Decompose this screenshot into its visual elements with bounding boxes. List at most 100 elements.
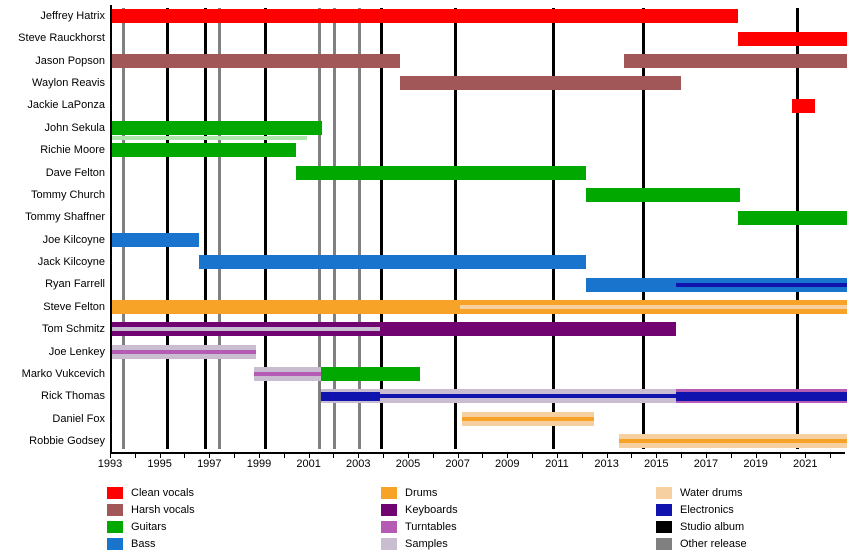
legend-item-studio-album: Studio album — [656, 518, 747, 535]
samples-swatch-icon — [381, 537, 397, 550]
other-release-line — [217, 8, 221, 449]
bar-electronics — [675, 391, 847, 401]
studio-album-line — [453, 8, 457, 449]
member-label: Joe Lenkey — [48, 345, 105, 358]
bar-harsh-vocals — [400, 76, 681, 91]
other-release-line — [358, 8, 362, 449]
legend-column: Clean vocals Harsh vocals Guitars Bass — [107, 484, 195, 552]
axis-year-label: 1993 — [97, 458, 123, 470]
axis-tick — [705, 454, 707, 458]
legend-item-guitars: Guitars — [107, 518, 195, 535]
legend-item-other-release: Other release — [656, 535, 747, 552]
axis-year-label: 1995 — [147, 458, 172, 470]
bar-guitars — [586, 188, 741, 203]
legend-item-water-drums: Water drums — [656, 484, 747, 501]
legend-item-turntables: Turntables — [381, 518, 458, 535]
axis-tick — [830, 454, 832, 458]
member-label: Ryan Farrell — [45, 278, 105, 291]
axis-tick — [730, 454, 732, 458]
plot-area — [110, 5, 847, 452]
legend-label: Water drums — [680, 486, 743, 499]
clean-vocals-swatch-icon — [107, 486, 123, 499]
bar-bass — [112, 232, 199, 247]
axis-tick — [780, 454, 782, 458]
axis-year-label: 2003 — [346, 458, 371, 470]
studio-album-line — [796, 8, 800, 449]
legend-label: Guitars — [131, 520, 167, 533]
member-label: Dave Felton — [45, 166, 105, 179]
axis-tick — [631, 454, 633, 458]
bar-turntables — [112, 349, 257, 354]
axis-tick — [258, 454, 260, 458]
axis-tick — [581, 454, 583, 458]
member-label: Rick Thomas — [41, 390, 105, 403]
axis-year-label: 2001 — [296, 458, 321, 470]
legend-item-clean-vocals: Clean vocals — [107, 484, 195, 501]
studio-album-line — [263, 8, 267, 449]
member-label: Marko Vukcevich — [21, 367, 105, 380]
axis-tick — [134, 454, 136, 458]
studio-album-swatch-icon — [656, 520, 672, 533]
member-label: Joe Kilcoyne — [42, 233, 105, 246]
bar-guitars — [112, 143, 296, 158]
axis-tick — [805, 454, 807, 458]
legend-label: Bass — [131, 537, 156, 550]
legend-label: Keyboards — [405, 503, 458, 516]
bar-electronics — [380, 394, 676, 399]
member-label: Jackie LaPonza — [27, 99, 105, 112]
axis-tick — [358, 454, 360, 458]
axis-tick — [209, 454, 211, 458]
bar-guitars — [295, 165, 587, 180]
axis-tick — [234, 454, 236, 458]
bar-harsh-vocals — [112, 53, 401, 68]
other-release-swatch-icon — [656, 537, 672, 550]
member-label: Tommy Shaffner — [25, 211, 105, 224]
axis-tick — [333, 454, 335, 458]
member-label: Daniel Fox — [52, 412, 105, 425]
studio-album-line — [380, 8, 384, 449]
member-label: Jeffrey Hatrix — [40, 10, 105, 22]
other-release-line — [333, 8, 337, 449]
harsh-vocals-swatch-icon — [107, 503, 123, 516]
bar-clean-vocals — [792, 98, 815, 113]
axis-tick — [507, 454, 509, 458]
bar-drums — [462, 416, 594, 421]
bar-guitars — [320, 367, 420, 382]
axis-year-label: 2015 — [644, 458, 669, 470]
bar-guitars — [737, 210, 847, 225]
axis-year-label: 2011 — [545, 458, 569, 470]
member-label: Waylon Reavis — [32, 77, 105, 90]
bar-samples — [112, 327, 381, 332]
axis-tick — [482, 454, 484, 458]
studio-album-line — [642, 8, 646, 449]
axis-year-label: 2017 — [693, 458, 719, 470]
legend: Clean vocals Harsh vocals Guitars Bass Drums… — [0, 484, 850, 554]
studio-album-line — [165, 8, 169, 449]
bar-harsh-vocals — [623, 53, 847, 68]
axis-tick — [656, 454, 658, 458]
studio-album-line — [204, 8, 208, 449]
axis-tick — [159, 454, 161, 458]
other-release-line — [122, 8, 126, 449]
bar-bass — [198, 255, 587, 270]
axis-tick — [184, 454, 186, 458]
bar-water-drums — [459, 305, 847, 309]
legend-label: Samples — [405, 537, 448, 550]
drums-swatch-icon — [381, 486, 397, 499]
axis-tick — [308, 454, 310, 458]
bar-clean-vocals — [112, 9, 738, 24]
member-label: Jason Popson — [35, 54, 105, 67]
axis-year-label: 2013 — [594, 458, 619, 470]
axis-tick — [283, 454, 285, 458]
legend-label: Electronics — [680, 503, 734, 516]
legend-label: Other release — [680, 537, 747, 550]
bar-guitars — [112, 121, 322, 136]
member-label: John Sekula — [44, 121, 105, 134]
member-label: Steve Rauckhorst — [18, 32, 105, 45]
axis-tick — [755, 454, 757, 458]
legend-item-keyboards: Keyboards — [381, 501, 458, 518]
axis-tick — [457, 454, 459, 458]
legend-item-drums: Drums — [381, 484, 458, 501]
guitars-swatch-icon — [107, 520, 123, 533]
